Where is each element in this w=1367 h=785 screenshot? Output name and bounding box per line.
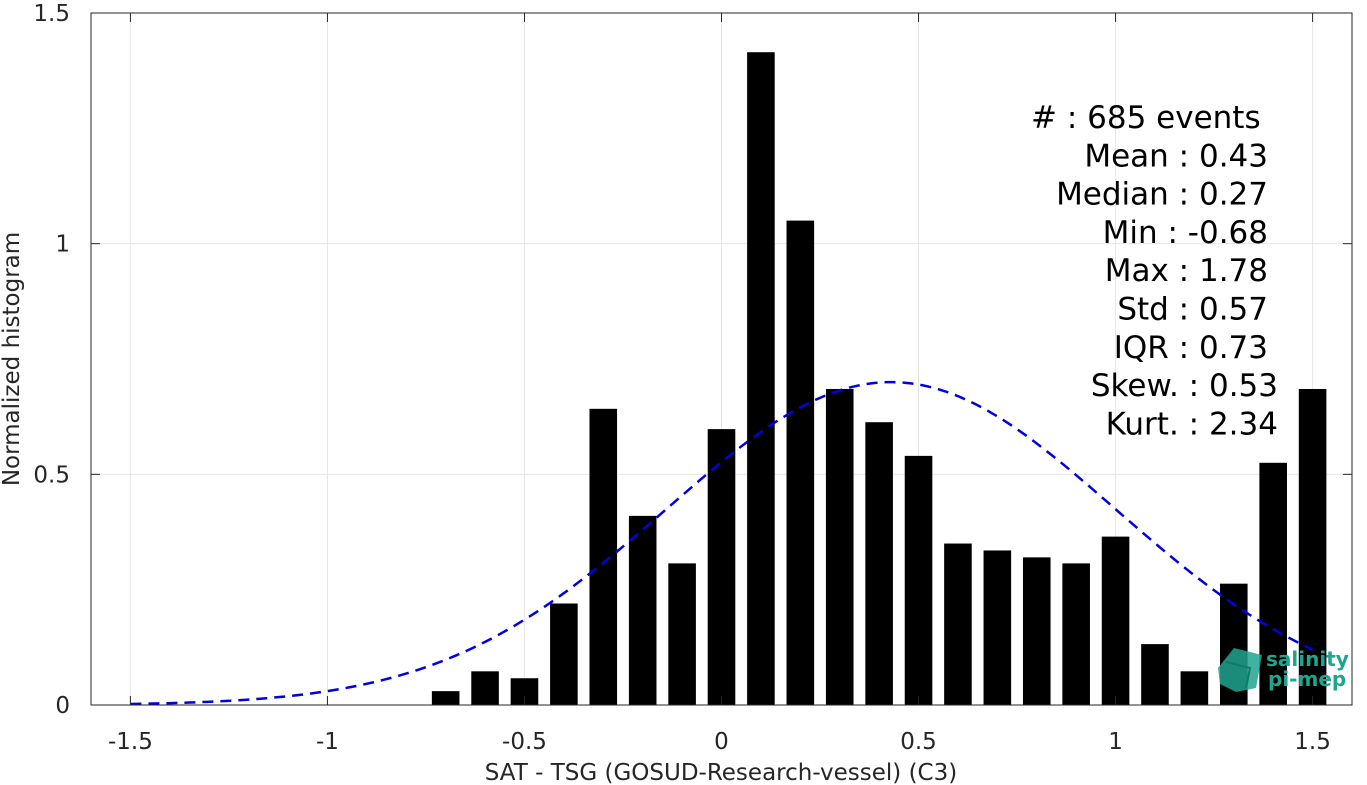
histogram-bar-10 [825,388,854,705]
stat-min: Min : -0.68 [1103,215,1268,251]
y-tick-labels: 0 0.5 1 1.5 [33,1,70,719]
x-tick-label-0: -1.5 [108,729,153,755]
x-tick-labels: -1.5 -1 -0.5 0 0.5 1 1.5 [108,729,1331,755]
x-tick-label-6: 1.5 [1294,729,1331,755]
logo-text-line2: pi-mep [1268,667,1346,691]
stat-median: Median : 0.27 [1056,177,1268,213]
y-tick-label-1: 0.5 [33,462,70,488]
stat-iqr: IQR : 0.73 [1114,330,1268,366]
y-tick-label-0: 0 [55,693,70,719]
histogram-bar-13 [944,543,972,705]
normal-fit-curve [130,380,1314,706]
histogram-bar-6 [668,563,696,705]
logo-mark-facet-icon [1225,661,1252,689]
y-tick-label-2: 1 [55,232,70,258]
logo-mark-icon [1218,648,1262,692]
stat-mean: Mean : 0.43 [1084,138,1268,174]
histogram-bar-0 [431,691,460,705]
x-tick-label-5: 1 [1108,729,1123,755]
stat-kurt: Kurt. : 2.34 [1106,406,1278,442]
stat-std: Std : 0.57 [1117,292,1268,328]
histogram-bar-18 [1141,644,1169,705]
histogram-bar-22 [1298,388,1327,705]
stat-events: # : 685 events [1031,100,1261,136]
histogram-bar-5 [628,515,657,705]
stat-max: Max : 1.78 [1105,253,1268,289]
histogram-bar-9 [786,220,815,705]
histogram-bar-1 [471,671,499,705]
histogram-bar-11 [865,422,893,705]
axes-box [90,12,1353,706]
histogram-bar-21 [1259,462,1287,705]
histogram-bar-19 [1180,671,1209,705]
x-tick-label-4: 0.5 [900,729,937,755]
stat-skew: Skew. : 0.53 [1091,368,1278,404]
histogram-bar-12 [904,455,933,705]
x-tick-label-1: -1 [316,729,339,755]
histogram-bar-4 [589,408,618,705]
histogram-bar-8 [747,52,775,706]
histogram-bar-15 [1022,557,1051,705]
x-axis-label: SAT - TSG (GOSUD-Research-vessel) (C3) [485,760,957,785]
histogram-bar-7 [707,429,736,705]
histogram-bar-3 [550,603,578,705]
y-axis-label: Normalized histogram [0,232,25,486]
logo-text-line1: salinity [1266,647,1349,671]
histogram-bar-16 [1062,563,1090,705]
histogram-bar-17 [1101,536,1130,705]
x-tick-label-3: 0 [714,729,729,755]
histogram-bar-14 [983,550,1012,705]
y-tick-label-3: 1.5 [33,1,70,27]
x-tick-label-2: -0.5 [502,729,547,755]
salinity-pi-mep-logo: salinity pi-mep [1218,647,1349,692]
